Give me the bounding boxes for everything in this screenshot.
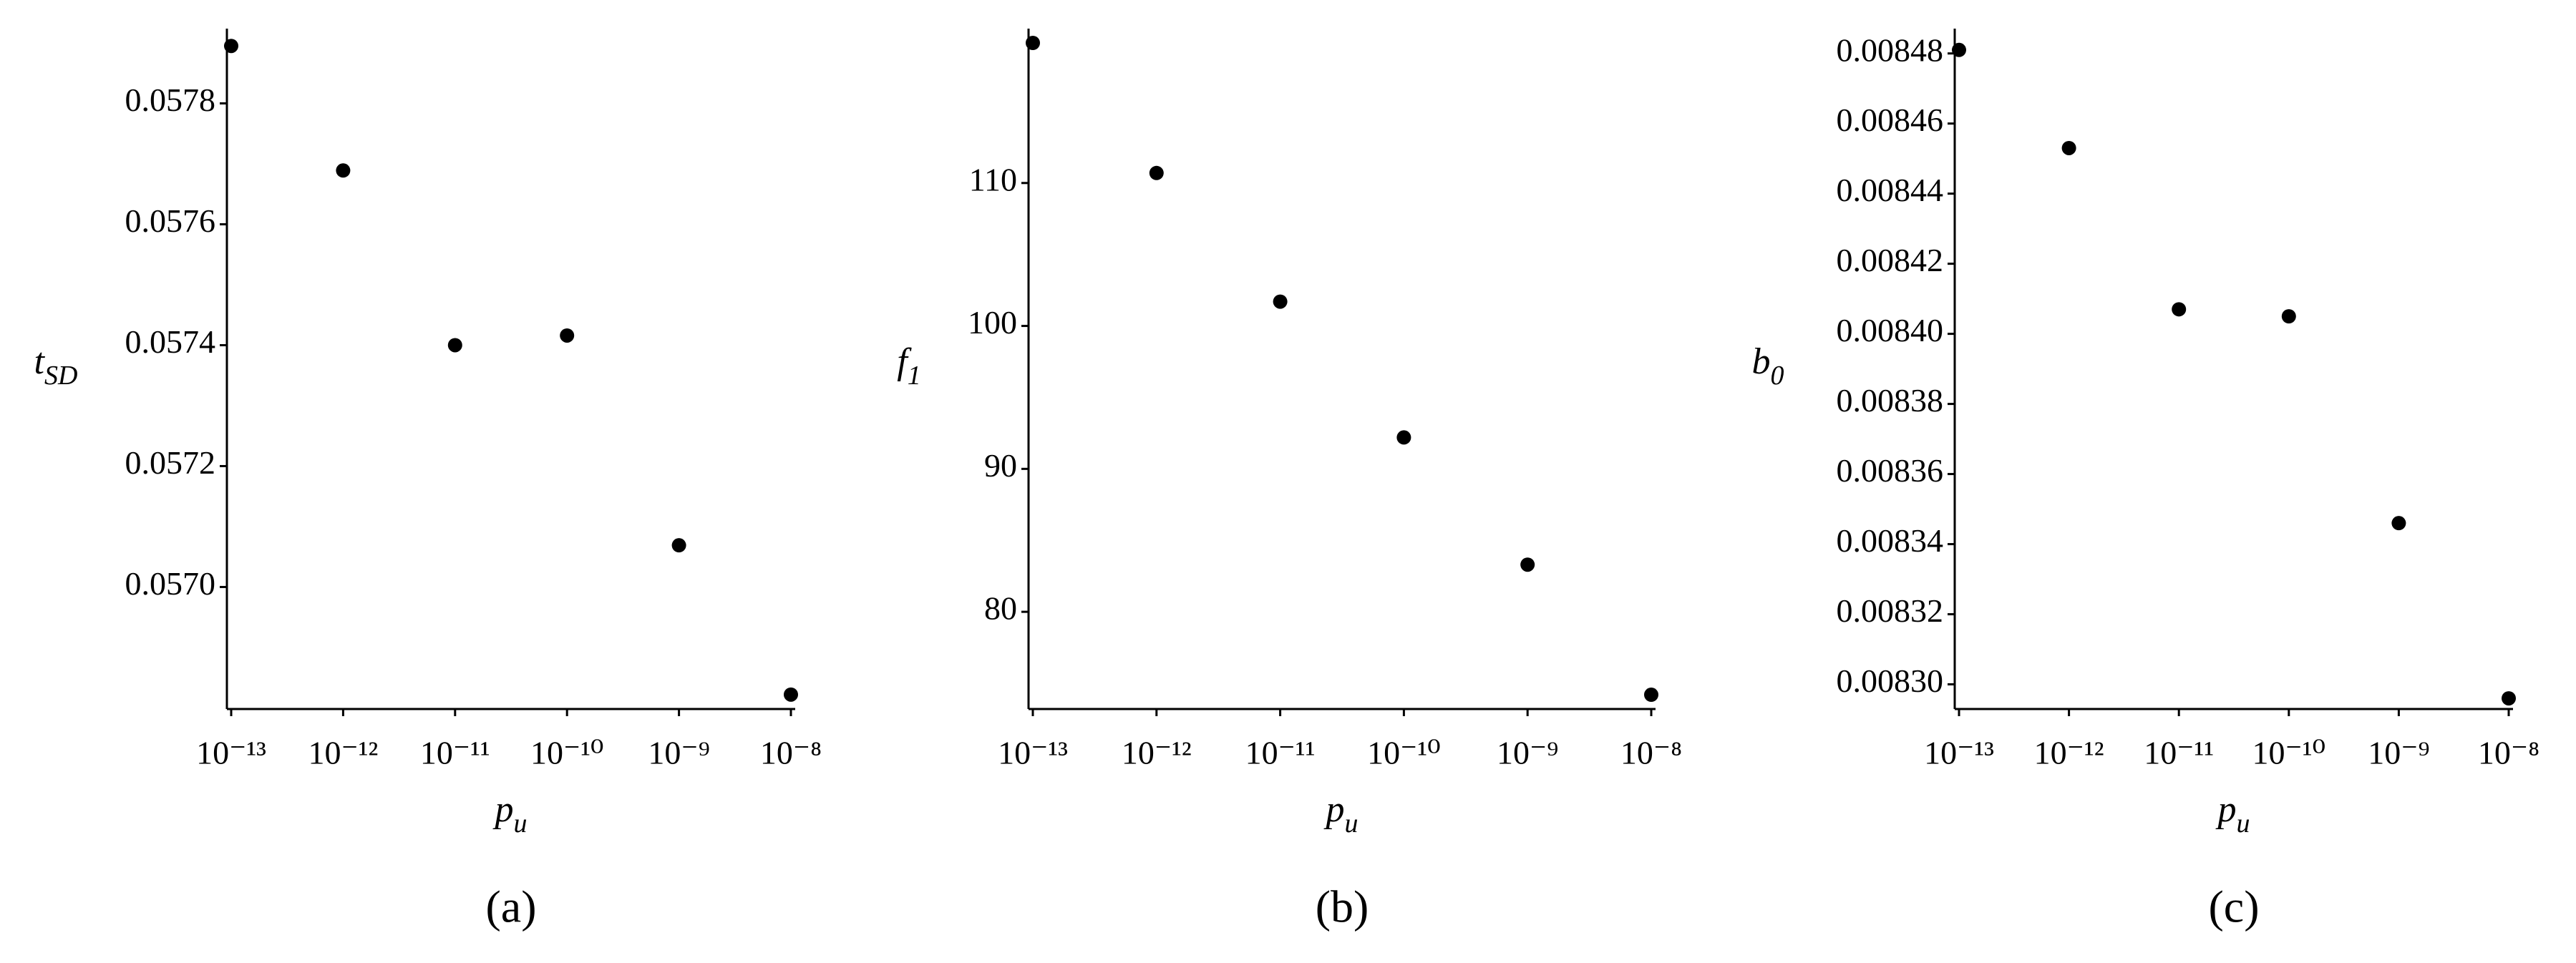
x-tick-label: 10⁻¹⁰	[530, 735, 604, 771]
axis-label-sub: u	[2237, 808, 2250, 839]
axis-label-main: b	[1752, 341, 1771, 382]
data-point	[2172, 302, 2187, 317]
x-tick-label: 10⁻¹⁰	[2252, 735, 2326, 771]
data-point	[560, 328, 575, 343]
y-tick-label: 0.0578	[125, 82, 216, 118]
data-point	[2061, 140, 2076, 155]
axis-label-sub: u	[514, 808, 528, 839]
y-tick-label: 0.0570	[125, 565, 216, 602]
data-point	[784, 687, 798, 702]
y-tick-label: 0.00842	[1837, 242, 1944, 278]
data-point	[2502, 691, 2516, 706]
y-tick-label: 0.0576	[125, 202, 216, 239]
data-point	[1273, 294, 1288, 309]
x-tick-label: 10⁻⁸	[2478, 735, 2539, 771]
axis-label-main: p	[492, 789, 514, 830]
y-tick-label: 0.00830	[1837, 663, 1944, 699]
x-tick-label: 10⁻¹²	[308, 735, 378, 771]
y-tick-label: 0.00846	[1837, 102, 1944, 138]
y-tick-label: 0.00836	[1837, 452, 1944, 489]
x-tick-label: 10⁻¹³	[998, 735, 1068, 771]
data-point	[2281, 309, 2296, 324]
x-tick-label: 10⁻⁹	[648, 735, 709, 771]
x-tick-label: 10⁻¹⁰	[1367, 735, 1441, 771]
y-tick-label: 110	[969, 161, 1017, 197]
data-point	[1952, 42, 1966, 57]
y-tick-label: 0.00840	[1837, 312, 1944, 348]
data-point	[447, 338, 462, 353]
data-point	[224, 39, 238, 54]
axis-label: b0	[1752, 341, 1784, 391]
panel-caption: (a)	[485, 881, 536, 932]
axis-label-sub: 0	[1771, 361, 1784, 391]
x-tick-label: 10⁻⁸	[760, 735, 822, 771]
x-tick-label: 10⁻⁹	[1497, 735, 1558, 771]
y-tick-label: 0.00844	[1837, 172, 1944, 208]
axis-label-sub: SD	[44, 361, 77, 391]
y-tick-label: 0.00832	[1837, 592, 1944, 629]
data-point	[671, 538, 686, 553]
x-tick-label: 10⁻¹¹	[420, 735, 490, 771]
x-tick-label: 10⁻¹³	[196, 735, 266, 771]
y-tick-label: 80	[984, 590, 1017, 627]
axis-label-main: t	[34, 341, 46, 382]
x-tick-label: 10⁻⁸	[1620, 735, 1682, 771]
y-tick-label: 90	[984, 447, 1017, 484]
data-point	[1520, 557, 1535, 572]
x-tick-label: 10⁻¹¹	[1245, 735, 1316, 771]
axis-label-sub: 1	[908, 361, 921, 391]
data-point	[1026, 36, 1040, 50]
data-point	[1149, 165, 1164, 180]
y-tick-label: 0.00838	[1837, 382, 1944, 419]
data-point	[336, 163, 351, 178]
data-point	[2391, 516, 2406, 531]
y-tick-label: 0.0572	[125, 444, 216, 481]
axis-label: pu	[1323, 789, 1359, 839]
y-tick-label: 100	[968, 304, 1017, 341]
y-tick-label: 0.00834	[1837, 522, 1944, 559]
x-tick-label: 10⁻¹³	[1924, 735, 1994, 771]
panel-caption: (c)	[2208, 881, 2259, 932]
x-tick-label: 10⁻¹²	[2034, 735, 2104, 771]
axis-label: f1	[897, 341, 920, 391]
panel-caption: (b)	[1316, 881, 1369, 932]
data-point	[1396, 430, 1411, 445]
x-tick-label: 10⁻¹²	[1122, 735, 1192, 771]
axis-label-main: p	[1323, 789, 1345, 830]
y-tick-label: 0.0574	[125, 323, 216, 360]
x-tick-label: 10⁻¹¹	[2144, 735, 2214, 771]
axis-label: pu	[2215, 789, 2250, 839]
axis-label-main: p	[2215, 789, 2237, 830]
axis-label: tSD	[34, 341, 78, 391]
data-point	[1644, 688, 1658, 703]
axis-label-sub: u	[1345, 808, 1359, 839]
axis-label: pu	[492, 789, 528, 839]
y-tick-label: 0.00848	[1837, 31, 1944, 68]
x-tick-label: 10⁻⁹	[2368, 735, 2429, 771]
